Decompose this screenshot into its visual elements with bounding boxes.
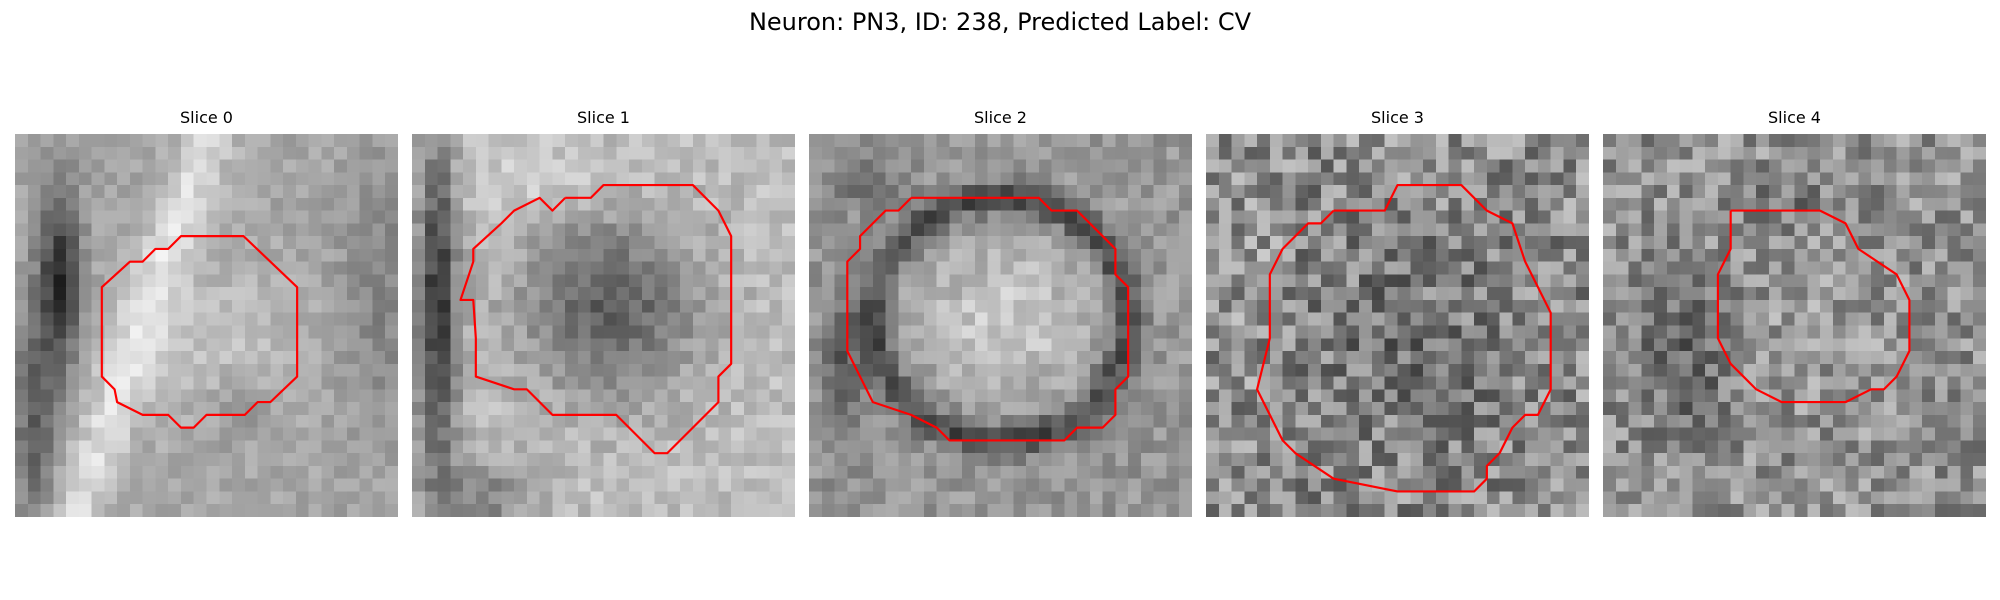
figure-title: Neuron: PN3, ID: 238, Predicted Label: C…: [748, 8, 1252, 36]
slice-image-3: [1206, 134, 1589, 517]
slice-panel-3: Slice 3: [1206, 108, 1589, 517]
slice-title-1: Slice 1: [577, 108, 630, 127]
slice-title-0: Slice 0: [180, 108, 233, 127]
slice-title-4: Slice 4: [1768, 108, 1821, 127]
slice-image-1: [412, 134, 795, 517]
slice-image-2: [809, 134, 1192, 517]
slice-panel-0: Slice 0: [15, 108, 398, 517]
slice-image-4: [1603, 134, 1986, 517]
slice-panel-4: Slice 4: [1603, 108, 1986, 517]
slice-title-3: Slice 3: [1371, 108, 1424, 127]
slice-title-2: Slice 2: [974, 108, 1027, 127]
slice-image-0: [15, 134, 398, 517]
slice-panel-1: Slice 1: [412, 108, 795, 517]
slice-panel-2: Slice 2: [809, 108, 1192, 517]
